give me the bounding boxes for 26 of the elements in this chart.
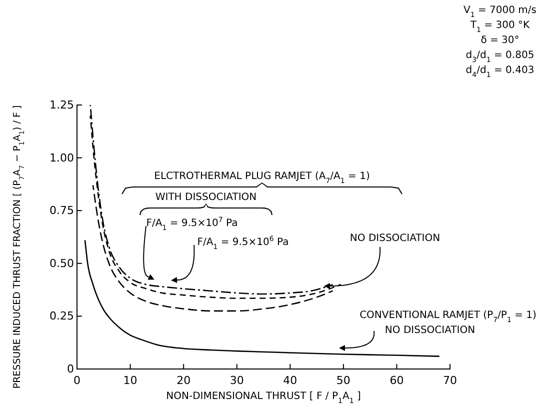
text: δ = 30° xyxy=(480,35,520,46)
x-axis-title: NON-DIMENSIONAL THRUST [ F / P$_{1}$A$_{1}$ ] xyxy=(166,391,361,405)
x-tick-label: 10 xyxy=(123,374,138,388)
y-tick-label: 0.75 xyxy=(50,204,74,218)
y-tick-label: 1.25 xyxy=(50,98,74,112)
text: d$_{3}$/d$_{1}$ = 0.805 xyxy=(466,50,534,64)
x-tick-label: 40 xyxy=(283,374,298,388)
y-tick-label: 0.25 xyxy=(50,310,74,323)
x-tick-label: 60 xyxy=(390,374,404,388)
x-tick-label: 20 xyxy=(176,374,191,388)
x-tick-label: 30 xyxy=(230,374,244,388)
y-tick-label: 1.00 xyxy=(50,151,74,164)
x-tick-label: 50 xyxy=(336,374,350,388)
annotation: WITH DISSOCIATION xyxy=(155,192,257,203)
annotation: NO DISSOCIATION xyxy=(350,233,440,244)
text: d$_{4}$/d$_{1}$ = 0.403 xyxy=(466,65,534,79)
y-tick-label: 0 xyxy=(67,362,74,376)
x-tick-label: 70 xyxy=(443,374,457,388)
text: T$_{1}$ = 300 °K xyxy=(469,20,530,34)
text: V$_{1}$ = 7000 m/s xyxy=(464,5,536,19)
annotation: F/A$_{1}$ = 9.5×10$^{6}$ Pa xyxy=(197,235,289,251)
annotation: ELCTROTHERMAL PLUG RAMJET (A$_{7}$/A$_{1}$ = 1) xyxy=(154,171,370,185)
annotation: CONVENTIONAL RAMJET (P$_{7}$/P$_{1}$ = 1) xyxy=(360,310,537,324)
annotation: F/A$_{1}$ = 9.5×10$^{7}$ Pa xyxy=(146,216,238,232)
annotation: NO DISSOCIATION xyxy=(384,325,476,336)
y-tick-label: 0.50 xyxy=(50,256,74,270)
